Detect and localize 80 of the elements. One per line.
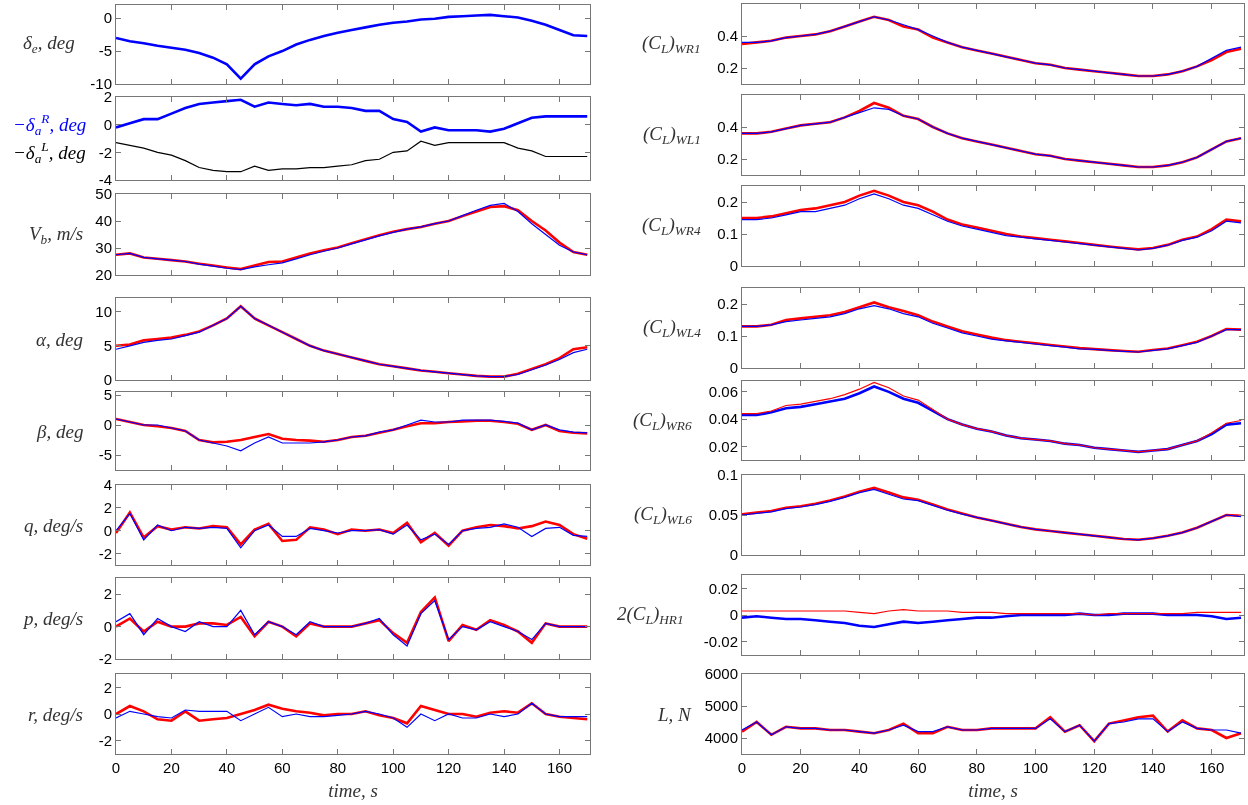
y-axis-title: δ$_{e}$, deg [23,32,75,56]
y-tick-label: 40 [95,212,112,230]
series-label: −δ$_{a}$$^{R}$, deg [13,111,87,138]
y-tick-label: 2 [103,499,112,517]
x-tick-label: 60 [909,759,927,776]
y-axis-title: L, N [657,704,693,725]
y-tick-label: 0 [103,115,112,133]
x-axis-title: time, s [328,779,378,801]
y-tick-label: -2 [98,650,112,668]
y-axis-title: (C$_{L}$)$_{WR4}$ [642,214,701,238]
x-tick-label: 140 [491,759,517,776]
y-tick-label: 0.02 [708,437,738,455]
y-axis-title: (C$_{L}$)$_{WR1}$ [642,32,701,56]
series-label: −δ$_{a}$$^{L}$, deg [13,139,86,166]
y-tick-label: 0.05 [708,506,738,524]
y-tick-label: 6000 [704,665,738,683]
y-tick-label: 2 [103,678,112,696]
y-axis-title: p, deg/s [22,608,84,629]
y-axis-title: (C$_{L}$)$_{WL1}$ [643,123,701,147]
y-tick-label: 0 [103,416,112,434]
y-tick-label: 0.4 [717,27,738,45]
y-tick-label: 0 [103,371,112,389]
y-tick-label: 0.1 [717,327,738,345]
x-tick-label: 120 [1081,759,1107,776]
y-tick-label: 2 [103,585,112,603]
x-tick-label: 80 [968,759,986,776]
x-tick-label: 160 [1199,759,1225,776]
y-tick-label: 4000 [704,729,738,747]
y-tick-label: 30 [95,239,112,257]
y-tick-label: 0.02 [708,579,738,597]
y-tick-label: 0.2 [717,150,738,168]
y-axis-title: β, deg [36,421,84,442]
y-tick-label: 0 [103,705,112,723]
y-tick-label: 0.1 [717,466,738,484]
y-tick-label: -5 [98,42,112,60]
y-axis-title: r, deg/s [28,704,83,725]
y-tick-label: 0.2 [717,295,738,313]
y-axis-title: (C$_{L}$)$_{WL6}$ [634,503,693,527]
y-tick-label: 5000 [704,697,738,715]
y-axis-title: q, deg/s [24,515,84,536]
x-tick-label: 100 [1023,759,1049,776]
x-tick-label: 100 [380,759,406,776]
x-tick-label: 80 [329,759,347,776]
x-tick-label: 40 [851,759,868,776]
y-tick-label: 0.2 [717,193,738,211]
y-tick-label: 0 [729,606,738,624]
y-tick-label: 0 [103,617,112,635]
x-tick-label: 140 [1140,759,1166,776]
y-tick-label: 4 [103,476,112,494]
y-tick-label: -0.02 [703,632,738,650]
y-tick-label: -2 [98,731,112,749]
y-tick-label: 0 [103,521,112,539]
x-tick-label: 20 [792,759,810,776]
y-tick-label: 20 [95,266,112,284]
y-axis-title: (C$_{L}$)$_{WL4}$ [643,316,702,340]
x-axis-title: time, s [968,779,1018,801]
x-tick-label: 20 [163,759,180,776]
x-tick-label: 60 [273,759,291,776]
y-tick-label: 0.1 [717,225,738,243]
y-tick-label: 0.2 [717,59,738,77]
y-axis-title: 2(C$_{L}$)$_{HR1}$ [617,603,684,627]
y-tick-label: 0 [729,257,738,275]
y-tick-label: -2 [98,143,112,161]
y-tick-label: 0.4 [717,118,738,136]
y-axis-title: α, deg [36,329,83,350]
y-tick-label: 10 [95,302,112,320]
y-tick-label: -2 [98,544,112,562]
y-tick-label: 5 [103,386,112,404]
y-tick-label: -5 [98,446,112,464]
y-tick-label: 0.06 [708,383,738,401]
y-tick-label: 0 [729,546,738,564]
y-tick-label: 0 [103,9,112,27]
y-tick-label: 0.04 [708,410,738,428]
x-tick-label: 160 [546,759,573,776]
y-axis-title: (C$_{L}$)$_{WR6}$ [633,409,692,433]
y-tick-label: 0 [729,359,738,377]
y-axis-title: V$_{b}$, m/s [29,223,84,247]
x-tick-label: 40 [218,759,236,776]
x-tick-label: 120 [436,759,462,776]
y-tick-label: 5 [103,337,112,355]
